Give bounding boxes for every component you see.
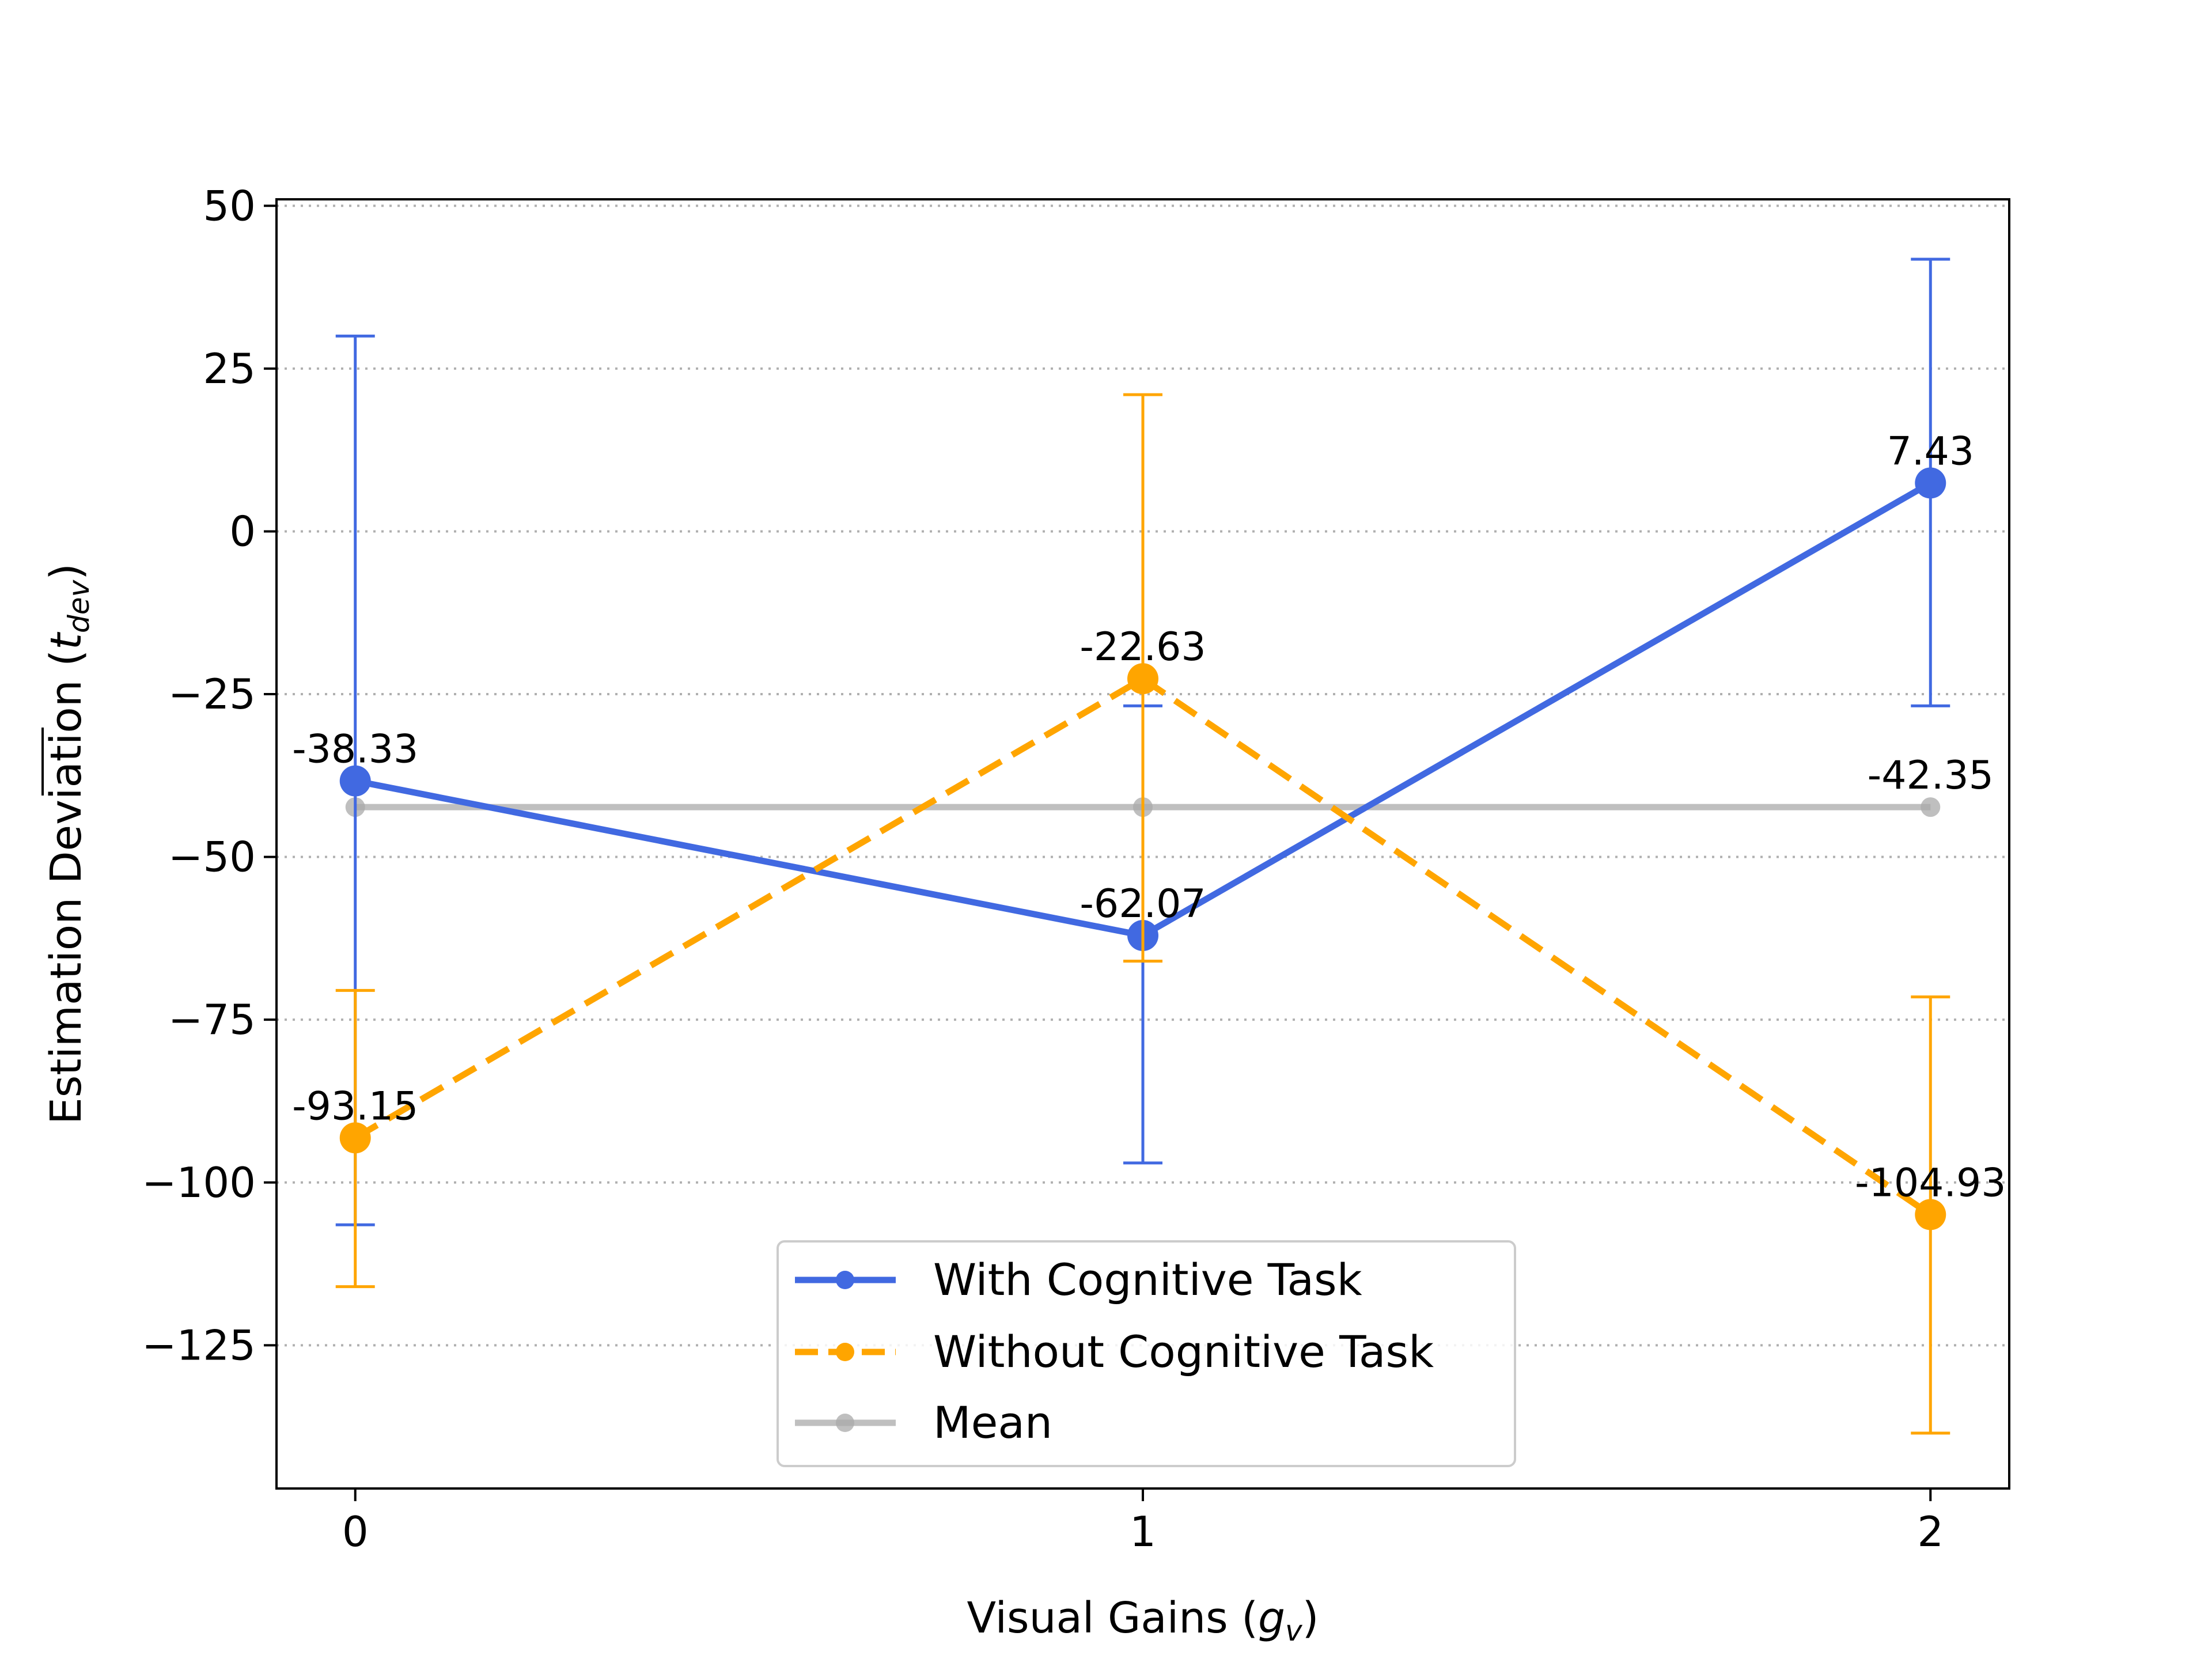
x-axis-label: Visual Gains (gv) [967, 1593, 1319, 1647]
data-label-without-cognitive-task: -104.93 [1855, 1160, 2006, 1206]
series-without-cognitive-task: -93.15 -22.63 -104.93 [292, 393, 2006, 1435]
data-point-without-cognitive-task [339, 1122, 371, 1154]
data-point-mean [1921, 797, 1941, 817]
data-label-without-cognitive-task: -22.63 [1080, 624, 1206, 670]
data-point-with-cognitive-task [339, 765, 371, 797]
data-point-with-cognitive-task [1915, 467, 1946, 499]
legend-box [777, 1240, 1516, 1467]
data-label-with-cognitive-task: 7.43 [1887, 429, 1974, 474]
data-point-without-cognitive-task [1127, 663, 1158, 695]
data-label-mean: -42.35 [1868, 753, 1994, 798]
legend-swatch-marker-with [836, 1271, 854, 1289]
y-tick-label: −100 [142, 1158, 256, 1207]
y-tick-label: 25 [203, 344, 256, 393]
x-tick-label: 2 [1917, 1508, 1944, 1556]
y-tick-label: −50 [168, 833, 256, 881]
y-axis-label-group: Estimation Deviation (tdev) [41, 563, 96, 1124]
y-tick-label: 50 [203, 181, 256, 230]
y-tick-label: −125 [142, 1321, 256, 1369]
legend-label-with: With Cognitive Task [933, 1254, 1362, 1305]
data-label-without-cognitive-task: -93.15 [292, 1084, 418, 1129]
legend-swatch-marker-without [836, 1343, 854, 1361]
legend-swatch-marker-mean [836, 1414, 854, 1432]
y-tick-label: 0 [229, 507, 256, 555]
series-layer: -42.35-38.33-62.077.43-93.15-22.63-104.9… [292, 257, 2006, 1435]
data-point-without-cognitive-task [1915, 1199, 1946, 1230]
legend-label-mean: Mean [933, 1397, 1052, 1448]
y-tick-label: −75 [168, 995, 256, 1044]
axis-layer: 50 25 0 −25 −50 −75 −100 −125 0 1 2 [142, 181, 1944, 1556]
data-label-with-cognitive-task: -38.33 [292, 727, 418, 772]
legend: With Cognitive Task Without Cognitive Ta… [777, 1240, 1516, 1467]
y-axis-label: Estimation Deviation (tdev) [41, 563, 96, 1124]
x-tick-label: 0 [342, 1508, 369, 1556]
legend-label-without: Without Cognitive Task [933, 1326, 1434, 1377]
grid-layer [276, 204, 2009, 1347]
y-tick-label: −25 [168, 670, 256, 718]
x-tick-label: 1 [1130, 1508, 1156, 1556]
